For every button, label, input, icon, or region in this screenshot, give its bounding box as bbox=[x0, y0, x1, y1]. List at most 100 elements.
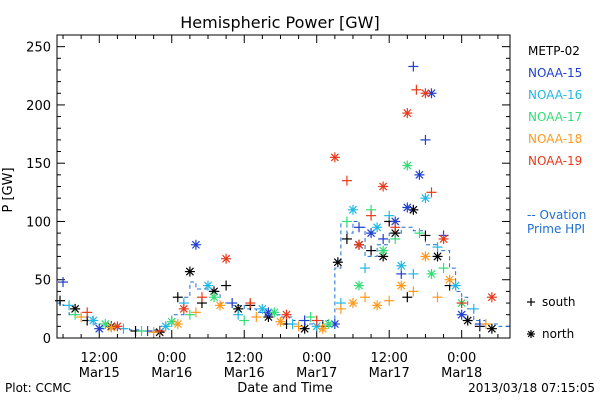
data-point-noaa-15 bbox=[402, 202, 413, 213]
y-tick-label: 200 bbox=[26, 99, 51, 114]
x-tick-label: 12:00 bbox=[81, 351, 118, 366]
ovation-legend-label: Prime HPI bbox=[527, 222, 585, 236]
marker-key-symbol bbox=[527, 330, 535, 338]
data-point-noaa-17 bbox=[239, 315, 250, 326]
x-tick-sublabel: Mar16 bbox=[224, 366, 265, 381]
data-point-noaa-17 bbox=[269, 307, 280, 318]
data-point-noaa-15 bbox=[94, 323, 105, 334]
x-tick-sublabel: Mar17 bbox=[369, 366, 410, 381]
plot-frame bbox=[56, 34, 511, 339]
chart-title: Hemispheric Power [GW] bbox=[180, 13, 379, 32]
data-point-noaa-15 bbox=[414, 169, 425, 180]
data-point-noaa-19 bbox=[221, 253, 232, 264]
data-point-noaa-16 bbox=[233, 309, 244, 320]
data-point-noaa-16 bbox=[64, 300, 75, 311]
data-point-noaa-16 bbox=[396, 260, 407, 271]
data-point-noaa-17 bbox=[136, 326, 147, 337]
data-point-noaa-18 bbox=[106, 322, 117, 333]
data-point-metp-02 bbox=[432, 251, 443, 262]
data-point-noaa-19 bbox=[456, 298, 467, 309]
data-point-noaa-16 bbox=[408, 268, 419, 279]
data-point-noaa-18 bbox=[347, 298, 358, 309]
data-point-noaa-19 bbox=[378, 181, 389, 192]
ovation-series bbox=[57, 220, 511, 332]
y-tick-label: 250 bbox=[26, 41, 51, 56]
data-point-noaa-16 bbox=[450, 280, 461, 291]
data-point-noaa-19 bbox=[402, 108, 413, 119]
data-point-noaa-15 bbox=[354, 222, 364, 233]
x-tick-sublabel: Mar17 bbox=[296, 366, 337, 381]
data-point-noaa-19 bbox=[196, 292, 207, 303]
data-point-metp-02 bbox=[420, 230, 431, 241]
data-point-noaa-17 bbox=[70, 309, 81, 320]
plot-credit: Plot: CCMC bbox=[5, 381, 71, 395]
data-point-metp-02 bbox=[55, 295, 66, 306]
data-point-noaa-16 bbox=[160, 321, 171, 332]
x-tick-sublabel: Mar15 bbox=[79, 366, 120, 381]
x-tick-label: 12:00 bbox=[226, 351, 263, 366]
data-point-noaa-17 bbox=[390, 233, 401, 244]
x-axis-label: Date and Time bbox=[237, 381, 333, 396]
legend-entry: METP-02 bbox=[528, 44, 580, 58]
data-point-noaa-19 bbox=[486, 292, 497, 303]
data-point-noaa-19 bbox=[438, 233, 449, 244]
data-point-metp-02 bbox=[184, 266, 195, 277]
data-point-noaa-16 bbox=[360, 263, 371, 274]
legend: METP-02 NOAA-15 NOAA-16 NOAA-17 NOAA-18 NOAA-… bbox=[527, 44, 586, 341]
data-point-noaa-18 bbox=[396, 280, 407, 291]
data-point-noaa-19 bbox=[366, 210, 377, 221]
data-point-noaa-16 bbox=[287, 319, 298, 330]
data-point-noaa-19 bbox=[390, 222, 401, 233]
marker-key-label: south bbox=[542, 295, 576, 309]
legend-entry: NOAA-16 bbox=[528, 88, 582, 102]
legend-entry: NOAA-18 bbox=[528, 132, 582, 146]
data-point-metp-02 bbox=[221, 280, 232, 291]
data-point-noaa-15 bbox=[299, 315, 310, 326]
data-point-noaa-18 bbox=[408, 286, 419, 297]
marker-key-label: north bbox=[542, 327, 574, 341]
data-point-noaa-19 bbox=[82, 307, 93, 318]
ovation-line bbox=[57, 220, 511, 332]
data-point-noaa-16 bbox=[88, 315, 99, 326]
x-tick-sublabel: Mar16 bbox=[151, 366, 192, 381]
data-point-metp-02 bbox=[486, 323, 497, 334]
data-point-metp-02 bbox=[402, 292, 413, 303]
x-tick-label: 0:00 bbox=[447, 351, 476, 366]
data-point-noaa-17 bbox=[323, 319, 334, 330]
plot-axes: 05010015020025012:00Mar150:00Mar1612:00M… bbox=[26, 34, 511, 381]
data-point-metp-02 bbox=[366, 245, 377, 256]
data-point-metp-02 bbox=[172, 292, 183, 303]
data-point-noaa-19 bbox=[411, 84, 422, 95]
data-point-noaa-18 bbox=[420, 251, 431, 262]
data-point-noaa-18 bbox=[372, 300, 383, 311]
data-point-noaa-17 bbox=[354, 280, 364, 291]
y-tick-label: 50 bbox=[34, 274, 51, 289]
data-point-noaa-15 bbox=[58, 277, 69, 288]
data-point-noaa-16 bbox=[257, 303, 268, 314]
data-point-noaa-16 bbox=[347, 204, 358, 215]
data-point-noaa-16 bbox=[420, 193, 431, 204]
data-point-noaa-17 bbox=[438, 263, 449, 274]
data-point-noaa-15 bbox=[227, 298, 238, 309]
data-point-noaa-16 bbox=[468, 303, 479, 314]
data-point-noaa-19 bbox=[420, 88, 431, 99]
data-point-noaa-18 bbox=[148, 327, 159, 338]
y-tick-label: 100 bbox=[26, 215, 51, 230]
data-point-noaa-19 bbox=[112, 321, 123, 332]
legend-entry: NOAA-19 bbox=[528, 154, 582, 168]
data-point-noaa-18 bbox=[444, 274, 455, 285]
data-point-noaa-19 bbox=[154, 326, 165, 337]
legend-entry: NOAA-15 bbox=[528, 66, 582, 80]
data-point-noaa-17 bbox=[414, 228, 425, 239]
data-point-noaa-17 bbox=[209, 292, 220, 303]
data-point-noaa-17 bbox=[402, 160, 413, 171]
marker-key-symbol bbox=[527, 298, 535, 306]
data-point-noaa-19 bbox=[329, 152, 340, 163]
x-tick-sublabel: Mar18 bbox=[441, 366, 482, 381]
data-markers bbox=[55, 61, 497, 338]
y-axis-label: P [GW] bbox=[1, 167, 16, 212]
timestamp: 2013/03/18 07:15:05 bbox=[468, 381, 595, 395]
data-point-noaa-17 bbox=[378, 245, 389, 256]
data-point-noaa-15 bbox=[378, 233, 389, 244]
